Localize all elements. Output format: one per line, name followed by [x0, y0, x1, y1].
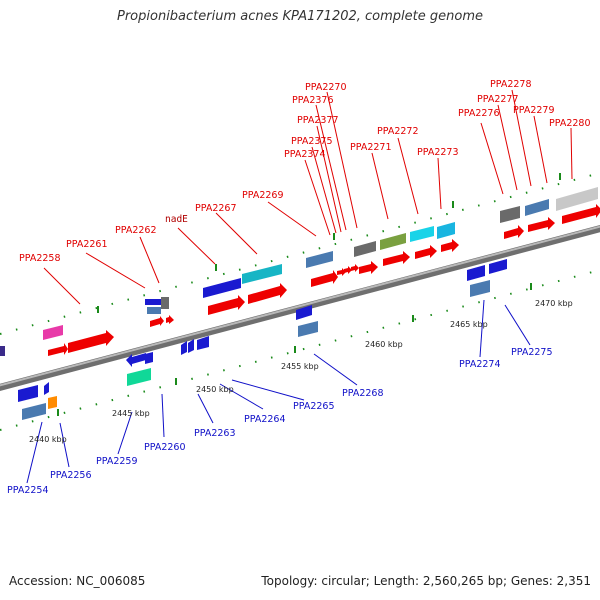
gene-box[interactable] — [489, 259, 507, 274]
major-ticks — [57, 173, 561, 416]
gene-label[interactable]: PPA2264 — [244, 414, 286, 425]
gene-label[interactable]: PPA2377 — [297, 115, 339, 126]
gene-box[interactable] — [380, 233, 406, 250]
gene-box[interactable] — [296, 305, 312, 320]
gene-arrow[interactable] — [351, 264, 359, 272]
gene-label[interactable]: PPA2267 — [195, 203, 237, 214]
gene-box[interactable] — [298, 321, 318, 337]
gene-box[interactable] — [127, 368, 151, 386]
gene-box[interactable] — [525, 199, 549, 216]
scale-label: 2445 kbp — [112, 409, 150, 418]
scale-label: 2460 kbp — [365, 340, 403, 349]
gene-label[interactable]: PPA2259 — [96, 456, 138, 467]
gene-box[interactable] — [22, 403, 46, 420]
gene-box[interactable] — [410, 226, 434, 242]
gene-box[interactable] — [556, 187, 598, 211]
gene-label[interactable]: PPA2274 — [459, 359, 501, 370]
gene-box[interactable] — [500, 206, 520, 223]
gene-box[interactable] — [354, 241, 376, 257]
genome-summary-text: Topology: circular; Length: 2,560,265 bp… — [261, 574, 591, 588]
gene-box[interactable] — [197, 336, 209, 350]
map-title: Propionibacterium acnes KPA171202, compl… — [117, 9, 483, 24]
gene-label[interactable]: PPA2276 — [458, 108, 500, 119]
gene-arrow[interactable] — [68, 330, 114, 353]
gene-box[interactable] — [145, 352, 153, 364]
gene-label[interactable]: PPA2374 — [284, 149, 326, 160]
scale-label: 2470 kbp — [535, 299, 573, 308]
gene-box[interactable] — [161, 297, 169, 309]
scale-label: 2440 kbp — [29, 435, 67, 444]
gene-box[interactable] — [467, 265, 485, 281]
gene-label[interactable]: PPA2375 — [291, 136, 333, 147]
scale-label: 2455 kbp — [281, 362, 319, 371]
gene-box[interactable] — [145, 299, 161, 305]
gene-label[interactable]: PPA2376 — [292, 95, 334, 106]
genome-backbone — [0, 225, 600, 391]
gene-label[interactable]: nadE — [165, 214, 188, 225]
gene-label[interactable]: PPA2260 — [144, 442, 186, 453]
gene-arrow[interactable] — [150, 316, 164, 327]
gene-arrow[interactable] — [337, 268, 346, 276]
gene-label[interactable]: PPA2273 — [417, 147, 459, 158]
gene-label[interactable]: PPA2268 — [342, 388, 384, 399]
gene-label[interactable]: PPA2258 — [19, 253, 61, 264]
gene-box[interactable] — [181, 341, 187, 355]
gene-box[interactable] — [44, 382, 49, 395]
gene-box[interactable] — [147, 307, 161, 314]
gene-arrow[interactable] — [562, 204, 600, 224]
accession-text: Accession: NC_006085 — [9, 574, 146, 588]
gene-arrow[interactable] — [126, 353, 146, 367]
gene-label[interactable]: PPA2279 — [513, 105, 555, 116]
gene-box[interactable] — [48, 396, 57, 409]
gene-arrow[interactable] — [383, 251, 410, 266]
forward-label-lines — [43, 89, 573, 305]
gene-label[interactable]: PPA2280 — [549, 118, 591, 129]
gene-box[interactable] — [18, 385, 38, 402]
gene-label[interactable]: PPA2256 — [50, 470, 92, 481]
gene-box-nade[interactable] — [203, 278, 241, 298]
gene-arrow[interactable] — [528, 217, 555, 232]
gene-arrow[interactable] — [311, 270, 338, 287]
gene-label[interactable]: PPA2261 — [66, 239, 108, 250]
gene-box[interactable] — [306, 251, 333, 268]
gene-label[interactable]: PPA2277 — [477, 94, 519, 105]
gene-label[interactable]: PPA2271 — [350, 142, 392, 153]
gene-label[interactable]: PPA2272 — [377, 126, 419, 137]
gene-label[interactable]: PPA2270 — [305, 82, 347, 93]
gene-arrow[interactable] — [248, 283, 287, 304]
reverse-label-lines — [26, 299, 531, 484]
gene-label[interactable]: PPA2275 — [511, 347, 553, 358]
gene-arrow[interactable] — [166, 315, 174, 324]
gene-box[interactable] — [188, 339, 194, 353]
gene-box[interactable] — [242, 264, 282, 284]
gene-arrow[interactable] — [359, 261, 378, 274]
gene-label[interactable]: PPA2278 — [490, 79, 532, 90]
gene-label[interactable]: PPA2263 — [194, 428, 236, 439]
gene-label[interactable]: PPA2254 — [7, 485, 49, 496]
gene-label[interactable]: PPA2265 — [293, 401, 335, 412]
scale-label: 2465 kbp — [450, 320, 488, 329]
gene-label[interactable]: PPA2262 — [115, 225, 157, 236]
scale-label: 2450 kbp — [196, 385, 234, 394]
gene-box[interactable] — [470, 280, 490, 297]
gene-arrow[interactable] — [441, 239, 459, 252]
gene-label[interactable]: PPA2269 — [242, 190, 284, 201]
gene-arrow[interactable] — [48, 343, 68, 356]
gene-box[interactable] — [437, 222, 455, 239]
gene-arrow[interactable] — [415, 245, 437, 259]
gene-arrow[interactable] — [344, 266, 352, 274]
gene-box[interactable] — [43, 325, 63, 340]
gene-arrow[interactable] — [208, 295, 245, 315]
reverse-genes — [18, 259, 507, 420]
gene-arrow[interactable] — [504, 225, 524, 239]
gene-box[interactable] — [0, 346, 5, 356]
forward-genes — [0, 187, 600, 356]
